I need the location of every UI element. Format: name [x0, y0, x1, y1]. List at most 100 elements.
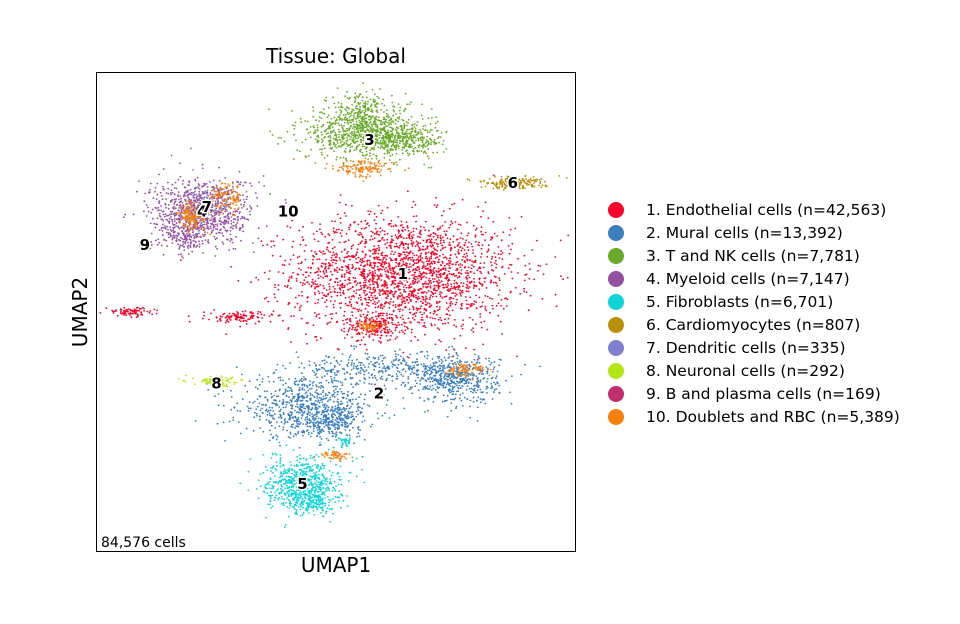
scatter-point — [462, 238, 464, 240]
scatter-point — [365, 226, 367, 229]
scatter-point — [373, 237, 376, 240]
scatter-point — [295, 425, 298, 427]
scatter-point — [453, 282, 456, 285]
scatter-point — [290, 275, 293, 278]
scatter-point — [433, 271, 436, 274]
scatter-point — [355, 340, 358, 343]
scatter-point — [440, 362, 443, 364]
scatter-point — [149, 310, 152, 312]
scatter-point — [229, 319, 232, 321]
scatter-point — [400, 362, 403, 365]
scatter-point — [305, 384, 308, 387]
scatter-point — [466, 398, 469, 400]
scatter-point — [428, 241, 431, 244]
scatter-point — [337, 427, 340, 430]
scatter-point — [298, 255, 301, 258]
scatter-point — [403, 279, 406, 282]
scatter-point — [404, 322, 407, 324]
scatter-point — [411, 206, 414, 209]
scatter-point — [404, 329, 407, 332]
scatter-point — [339, 222, 342, 224]
scatter-point — [286, 284, 289, 287]
scatter-point — [316, 395, 318, 398]
scatter-point — [287, 280, 290, 283]
scatter-point — [366, 314, 368, 317]
scatter-point — [326, 154, 329, 157]
scatter-point — [428, 277, 431, 280]
scatter-point — [456, 293, 458, 296]
cluster-points-1 — [99, 174, 570, 395]
scatter-point — [409, 251, 412, 254]
scatter-point — [321, 148, 323, 151]
scatter-point — [391, 272, 393, 275]
scatter-point — [420, 305, 422, 308]
scatter-point — [463, 266, 466, 269]
scatter-point — [334, 139, 337, 141]
scatter-point — [403, 358, 405, 361]
scatter-point — [436, 302, 438, 305]
scatter-point — [325, 379, 328, 382]
scatter-point — [335, 379, 337, 382]
scatter-point — [385, 254, 388, 257]
scatter-point — [355, 267, 358, 270]
scatter-point — [395, 200, 398, 202]
scatter-point — [559, 239, 562, 242]
scatter-point — [428, 263, 431, 266]
scatter-point — [351, 421, 353, 423]
scatter-point — [345, 157, 347, 160]
scatter-point — [283, 264, 286, 267]
scatter-point — [224, 316, 227, 319]
scatter-point — [344, 248, 346, 251]
scatter-point — [317, 267, 320, 270]
scatter-point — [428, 378, 430, 381]
scatter-point — [342, 406, 345, 409]
scatter-point — [293, 315, 295, 317]
scatter-point — [254, 411, 256, 414]
scatter-point — [344, 240, 347, 243]
scatter-point — [123, 309, 125, 312]
scatter-point — [398, 117, 400, 120]
scatter-point — [439, 293, 441, 296]
scatter-point — [312, 254, 314, 257]
scatter-point — [443, 230, 446, 233]
scatter-point — [399, 274, 402, 277]
scatter-point — [509, 228, 512, 231]
scatter-point — [247, 409, 250, 412]
scatter-point — [430, 378, 433, 380]
scatter-point — [294, 296, 297, 299]
scatter-point — [381, 359, 384, 362]
scatter-point — [338, 136, 340, 138]
scatter-point — [323, 362, 326, 365]
scatter-point — [330, 256, 333, 259]
scatter-point — [342, 129, 344, 131]
scatter-point — [371, 280, 374, 282]
scatter-point — [314, 374, 317, 376]
scatter-point — [470, 271, 472, 273]
scatter-point — [375, 315, 377, 318]
scatter-point — [316, 435, 318, 438]
scatter-point — [357, 371, 360, 374]
scatter-point — [335, 431, 338, 434]
scatter-point — [335, 359, 338, 362]
scatter-point — [384, 293, 387, 296]
scatter-point — [496, 235, 498, 237]
scatter-point — [412, 234, 415, 236]
scatter-point — [253, 400, 256, 403]
scatter-point — [275, 369, 278, 371]
scatter-point — [473, 387, 476, 390]
scatter-point — [339, 294, 342, 297]
scatter-point — [472, 265, 475, 268]
scatter-point — [277, 314, 280, 317]
scatter-point — [272, 437, 274, 440]
scatter-point — [384, 291, 387, 294]
scatter-point — [313, 292, 316, 294]
scatter-point — [361, 257, 364, 260]
scatter-point — [442, 273, 444, 276]
scatter-point — [443, 241, 445, 244]
scatter-point — [383, 290, 385, 293]
scatter-point — [337, 398, 339, 401]
scatter-point — [301, 411, 303, 413]
scatter-point — [399, 288, 401, 291]
scatter-point — [329, 131, 332, 133]
